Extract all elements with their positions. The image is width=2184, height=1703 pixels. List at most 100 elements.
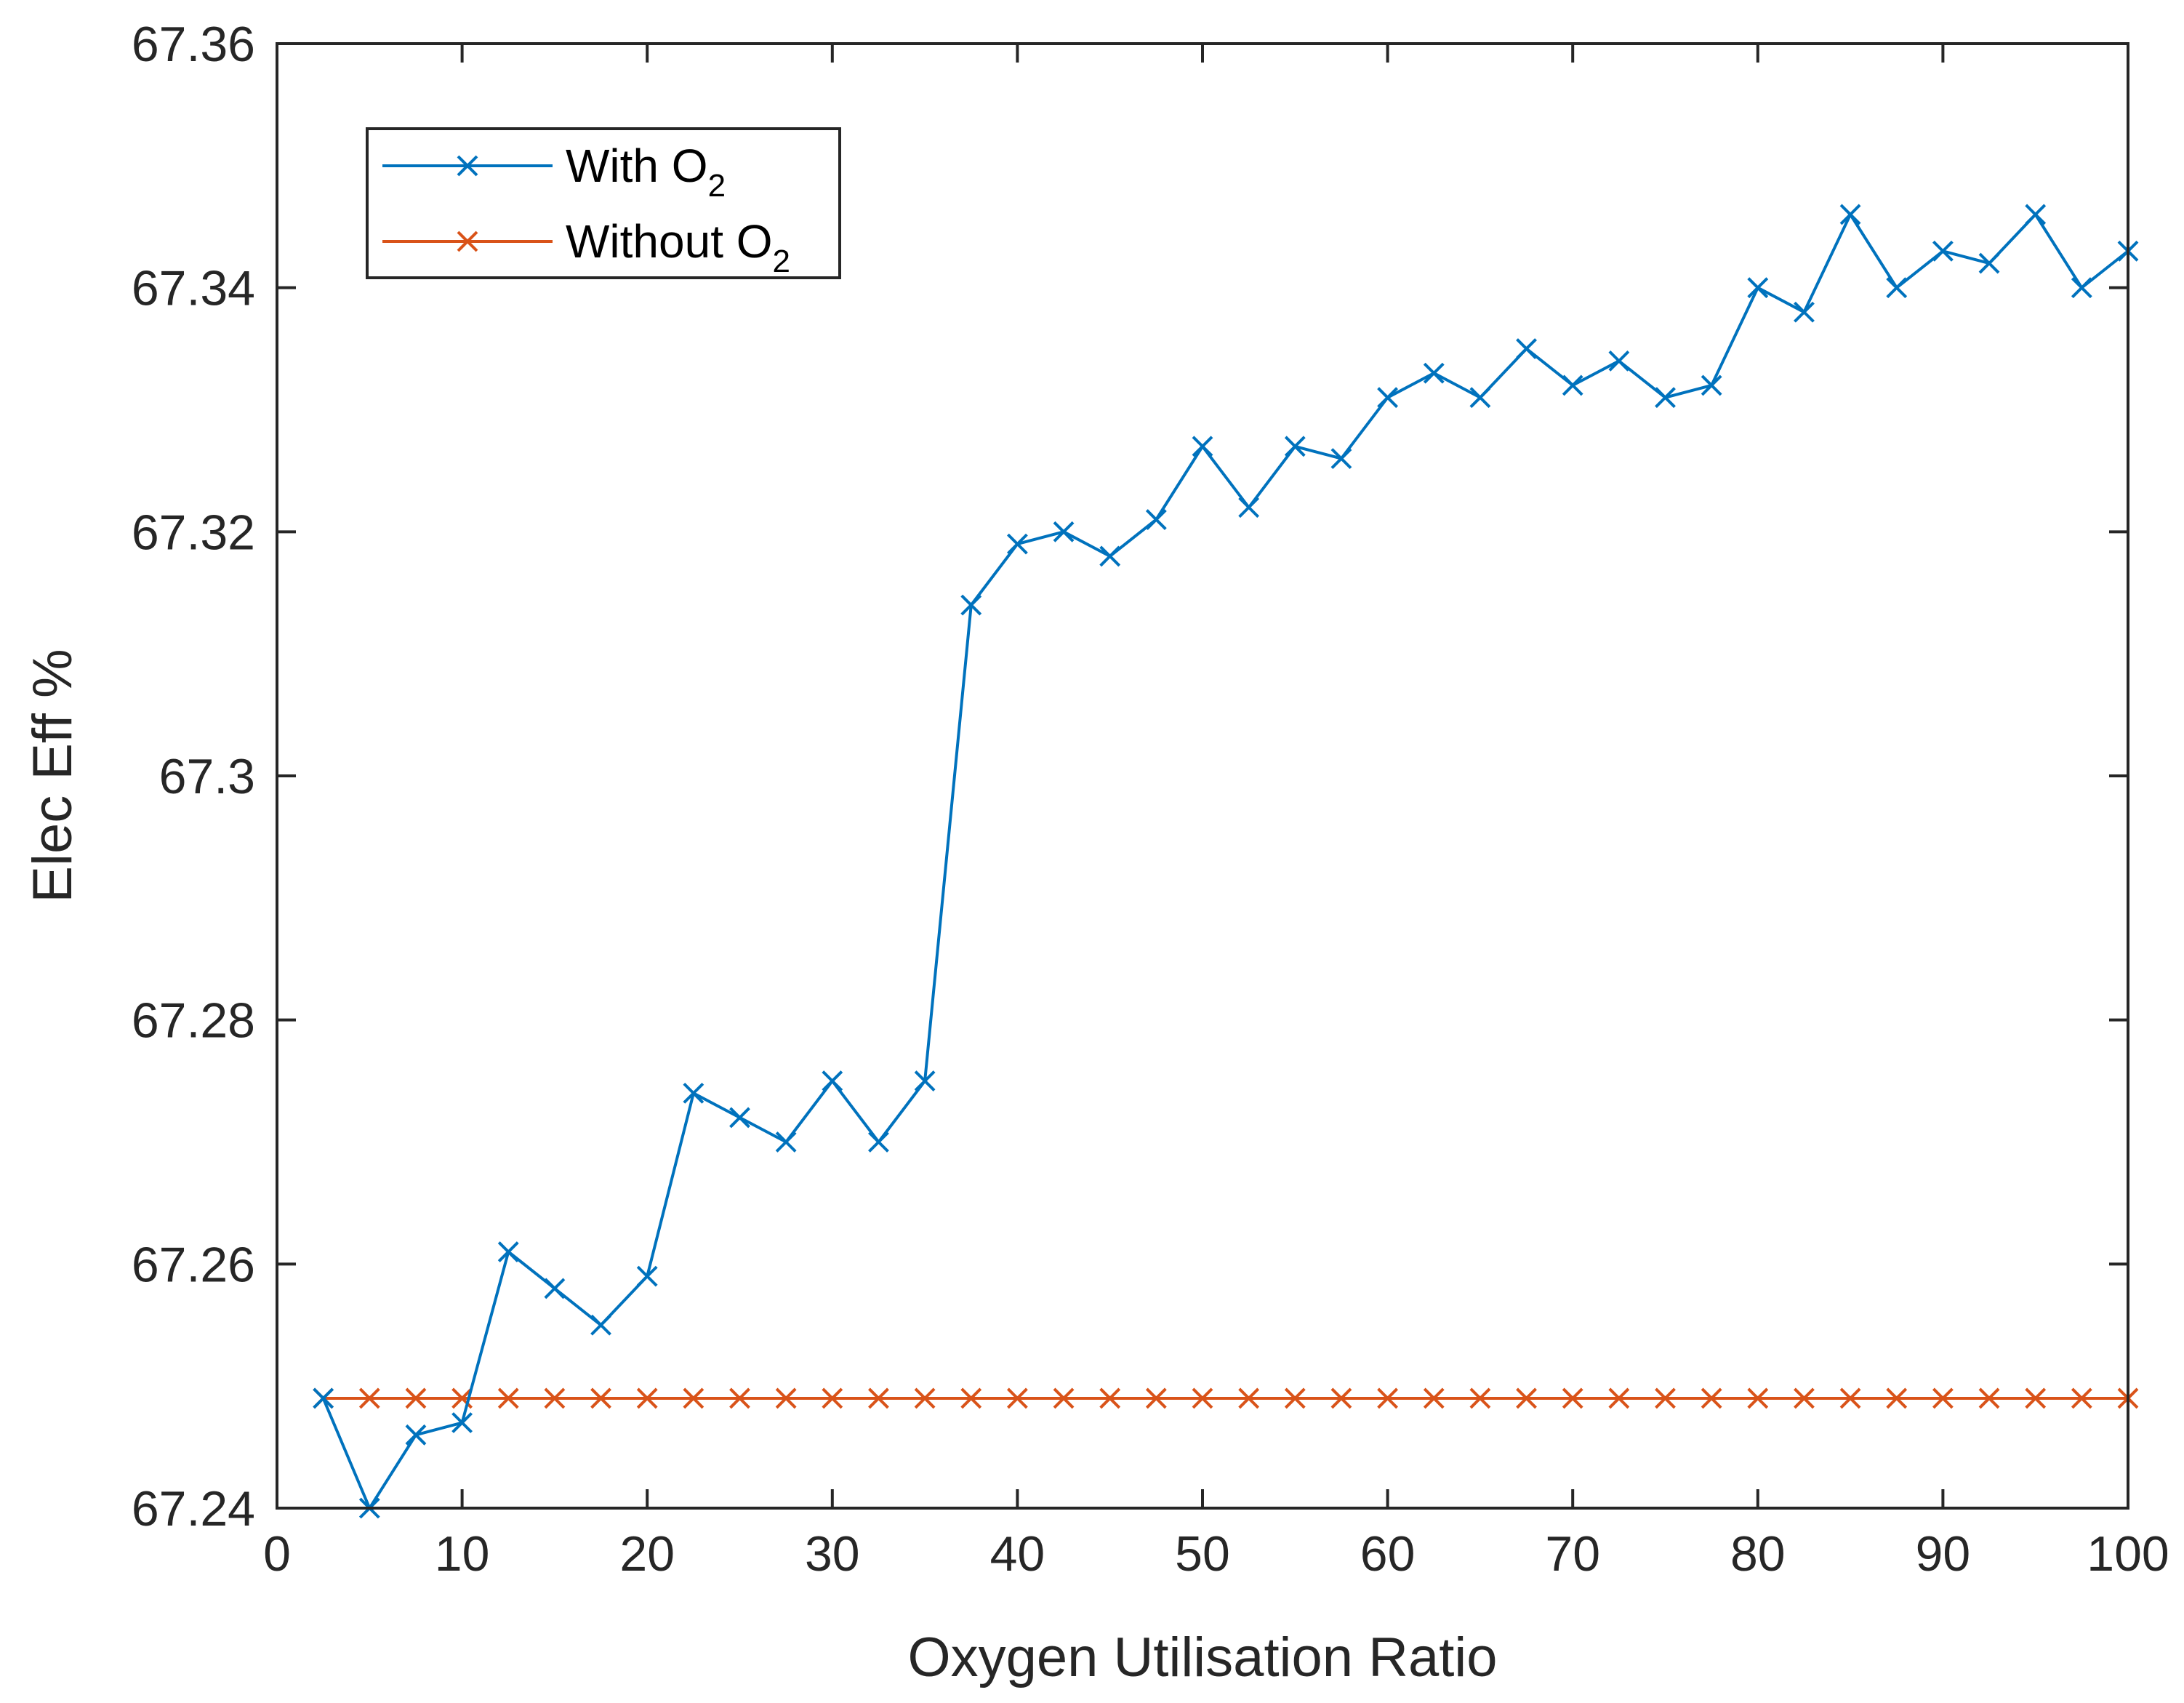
x-tick-label: 70 [1545,1526,1600,1582]
data-point [1932,240,1954,262]
y-tick-label: 67.26 [132,1237,255,1292]
data-point [1423,362,1445,384]
marker-stroke [2071,277,2092,299]
marker-stroke [1284,1387,1306,1409]
data-point [729,1387,750,1409]
x-tick-label: 100 [2087,1526,2169,1582]
marker-stroke [1145,509,1167,530]
marker-stroke [1701,374,1722,396]
plot-area [277,44,2128,1508]
data-point [960,1387,982,1409]
x-tick-label: 50 [1175,1526,1230,1582]
marker-stroke [1839,1387,1861,1409]
data-point [2071,1387,2092,1409]
marker-stroke [1978,1387,2000,1409]
marker-stroke [1006,533,1028,555]
data-point [1053,521,1075,542]
marker-stroke [1978,252,2000,274]
marker-stroke [683,1082,704,1104]
marker-stroke [457,155,478,177]
data-point [775,1131,797,1153]
marker-stroke [497,1241,519,1262]
data-point [683,1082,704,1104]
marker-stroke [544,1278,566,1299]
data-point [1886,1387,1908,1409]
data-point [868,1131,889,1153]
data-point [1145,509,1167,530]
marker-stroke [1747,1387,1769,1409]
data-point [1978,1387,2000,1409]
marker-stroke [1099,545,1121,567]
marker-stroke [358,1387,380,1409]
data-point [590,1387,611,1409]
y-axis-label: Elec Eff % [22,649,84,902]
data-point [1794,301,1815,323]
marker-stroke [822,1387,843,1409]
data-point [868,1387,889,1409]
data-point [822,1070,843,1091]
marker-stroke [1377,387,1399,409]
marker-stroke [1794,301,1815,323]
data-point [2025,1387,2047,1409]
marker-stroke [775,1131,797,1153]
marker-stroke [497,1387,519,1409]
series-line-with-o2 [321,213,2129,1510]
data-point [1701,1387,1722,1409]
marker-stroke [451,1412,473,1433]
data-point [405,1387,427,1409]
marker-stroke [1238,1387,1260,1409]
data-point [1145,1387,1167,1409]
marker-stroke [914,1070,936,1091]
data-point [1839,1387,1861,1409]
marker-stroke [1608,350,1630,372]
y-tick-label: 67.28 [132,993,255,1049]
marker-stroke [1655,1387,1676,1409]
y-tick-label: 67.36 [132,17,255,72]
y-tick-label: 67.32 [132,505,255,560]
legend-marker [457,231,478,252]
data-point [544,1387,566,1409]
x-tick-label: 10 [435,1526,490,1582]
series-layer [313,204,2139,1519]
data-point [405,1424,427,1446]
marker-stroke [1284,436,1306,457]
data-point [1932,1387,1954,1409]
data-point [1516,1387,1537,1409]
data-point [1284,436,1306,457]
data-point [914,1070,936,1091]
marker-stroke [1330,448,1352,470]
marker-stroke [1145,1387,1167,1409]
y-tick-label: 67.34 [132,261,255,316]
data-point [1006,1387,1028,1409]
marker-stroke [1377,1387,1399,1409]
data-point [1747,277,1769,299]
data-point [683,1387,704,1409]
data-point [1794,1387,1815,1409]
data-point [1469,1387,1491,1409]
marker-stroke [1192,1387,1213,1409]
marker-stroke [2071,1387,2092,1409]
marker-stroke [1562,1387,1583,1409]
marker-stroke [1839,204,1861,225]
plot-frame [276,42,2129,1510]
data-point [1562,1387,1583,1409]
x-tick-label: 20 [619,1526,675,1582]
y-tick-labels: 67.24 67.26 67.28 67.3 67.32 67.34 67.36 [132,17,255,1536]
data-point [1284,1387,1306,1409]
data-point [1330,448,1352,470]
marker-stroke [1608,1387,1630,1409]
marker-stroke [1516,338,1537,359]
marker-stroke [544,1387,566,1409]
marker-stroke [1099,1387,1121,1409]
marker-stroke [1886,1387,1908,1409]
marker-stroke [636,1265,658,1287]
marker-stroke [1794,1387,1815,1409]
marker-stroke [1886,277,1908,299]
data-point [1006,533,1028,555]
data-point [2025,204,2047,225]
data-point [822,1387,843,1409]
data-point [1377,1387,1399,1409]
x-tick-label: 90 [1916,1526,1971,1582]
data-point [590,1314,611,1336]
x-tick-label: 80 [1730,1526,1786,1582]
